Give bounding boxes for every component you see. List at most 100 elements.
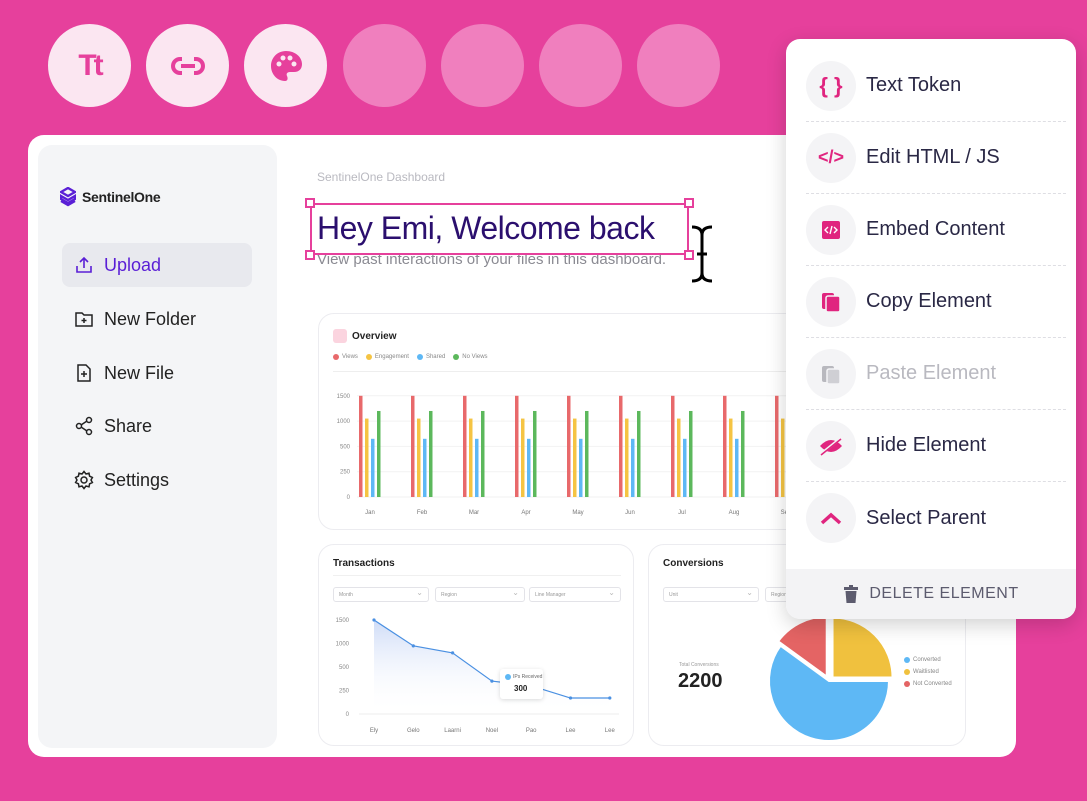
x-tick-label: May [572, 510, 583, 516]
bar-views [515, 395, 519, 497]
eye-slash-icon [806, 420, 856, 471]
bar-engagement [521, 418, 525, 497]
bar-engagement [365, 418, 369, 497]
y-tick-label: 250 [340, 470, 351, 476]
legend-shared: Shared [416, 354, 445, 360]
menu-item-edit-html-js[interactable]: </> Edit HTML / JS [806, 122, 1066, 194]
delete-element-button[interactable]: DELETE ELEMENT [786, 569, 1076, 619]
bar-no-views [533, 410, 537, 497]
bar-views [671, 395, 675, 497]
resize-handle[interactable] [684, 250, 694, 260]
y-tick-label: 0 [347, 495, 351, 501]
x-tick-label: Gelo [407, 728, 420, 734]
code-icon: </> [806, 132, 856, 183]
page-subtitle: View past interactions of your files in … [317, 251, 667, 268]
sidebar-item-new-file[interactable]: New File [62, 351, 252, 395]
braces-icon: { } [806, 60, 856, 111]
data-point [372, 618, 376, 622]
pie-slice-converted [768, 644, 891, 742]
menu-item-text-token[interactable]: { } Text Token [806, 50, 1066, 122]
x-tick-label: Noel [486, 728, 498, 734]
resize-handle[interactable] [305, 250, 315, 260]
conversions-card: Conversions Unit Region Total Conversion… [648, 544, 966, 746]
trash-icon [844, 585, 859, 603]
transactions-title: Transactions [333, 558, 395, 569]
x-tick-label: Ely [370, 728, 378, 734]
paste-icon [806, 348, 856, 399]
legend-converted: Converted [904, 657, 952, 663]
resize-handle[interactable] [684, 198, 694, 208]
y-tick-label: 1500 [337, 394, 351, 400]
transactions-area-chart: 0 250 500 1000 1500 Ely Gelo Laarni Noel Pao Lee Le… [336, 618, 619, 734]
resize-handle[interactable] [305, 198, 315, 208]
y-tick-label: 0 [346, 712, 350, 718]
sidebar-item-share[interactable]: Share [62, 404, 252, 448]
bar-no-views [741, 410, 745, 497]
share-icon [75, 416, 93, 436]
bar-engagement [781, 418, 785, 497]
bar-shared [527, 438, 531, 497]
overview-title: Overview [352, 331, 397, 342]
legend-no-views: No Views [453, 354, 488, 360]
page-title[interactable]: Hey Emi, Welcome back [317, 210, 655, 246]
sidebar: SentinelOne Upload New Folder New File S… [38, 145, 277, 748]
x-tick-label: Jan [365, 510, 375, 516]
conversions-title: Conversions [663, 558, 724, 569]
data-point [568, 696, 573, 700]
pie-legend: Converted Waitlisted Not Converted [904, 657, 952, 687]
bar-engagement [729, 418, 733, 497]
x-tick-label: Jul [678, 510, 686, 516]
conversions-pie-chart [768, 615, 894, 742]
bar-shared [423, 438, 427, 497]
pie-slice-waitlisted [831, 616, 894, 679]
bar-engagement [417, 418, 421, 497]
month-dropdown[interactable]: Month [333, 587, 429, 602]
gear-icon [74, 470, 94, 490]
x-tick-label: Lee [565, 728, 576, 734]
sidebar-item-settings[interactable]: Settings [62, 458, 252, 502]
overview-card: Overview Views Engagement Shared No View… [318, 313, 838, 530]
legend-views: Views [333, 354, 358, 360]
y-tick-label: 250 [339, 689, 350, 695]
bar-shared [735, 438, 739, 497]
color-tool[interactable] [244, 24, 327, 107]
palette-icon [270, 50, 302, 81]
x-tick-label: Pao [526, 728, 537, 734]
bar-shared [631, 438, 635, 497]
menu-item-copy-element[interactable]: Copy Element [806, 266, 1066, 338]
context-menu: { } Text Token </> Edit HTML / JS Embed Co… [786, 39, 1076, 619]
empty-tool-slot [637, 24, 720, 107]
bar-engagement [677, 418, 681, 497]
upload-icon [76, 256, 92, 273]
data-point [451, 651, 455, 655]
x-tick-label: Feb [417, 510, 428, 516]
embed-icon [806, 204, 856, 255]
legend-not-converted: Not Converted [904, 681, 952, 687]
folder-plus-icon [75, 312, 93, 327]
sidebar-item-upload[interactable]: Upload [62, 243, 252, 287]
sidebar-item-label: Upload [104, 254, 162, 275]
bar-shared [579, 438, 583, 497]
selection-box [310, 203, 689, 255]
menu-item-select-parent[interactable]: Select Parent [806, 482, 1066, 554]
line-manager-dropdown[interactable]: Line Manager [529, 587, 621, 602]
breadcrumb: SentinelOne Dashboard [317, 170, 446, 184]
sentinelone-logo-icon [60, 187, 76, 207]
sidebar-item-label: New File [104, 362, 175, 383]
menu-item-hide-element[interactable]: Hide Element [806, 410, 1066, 482]
menu-item-paste-element[interactable]: Paste Element [806, 338, 1066, 410]
overview-bar-chart: 025050010001500JanFebMarAprMayJunJulAugS… [337, 394, 837, 516]
menu-item-embed-content[interactable]: Embed Content [806, 194, 1066, 266]
transactions-card: Transactions Month Region Line Manager 0… [318, 544, 634, 746]
bar-no-views [585, 410, 589, 497]
link-tool[interactable] [146, 24, 229, 107]
sidebar-item-label: Share [104, 415, 153, 436]
unit-dropdown[interactable]: Unit [663, 587, 759, 602]
chevron-up-icon [806, 493, 856, 543]
total-conversions-label: Total Conversions [679, 662, 719, 668]
bar-engagement [573, 418, 577, 497]
region-dropdown[interactable]: Region [435, 587, 525, 602]
text-style-tool[interactable]: Tt [48, 24, 131, 107]
bar-no-views [689, 410, 693, 497]
sidebar-item-new-folder[interactable]: New Folder [62, 297, 252, 341]
